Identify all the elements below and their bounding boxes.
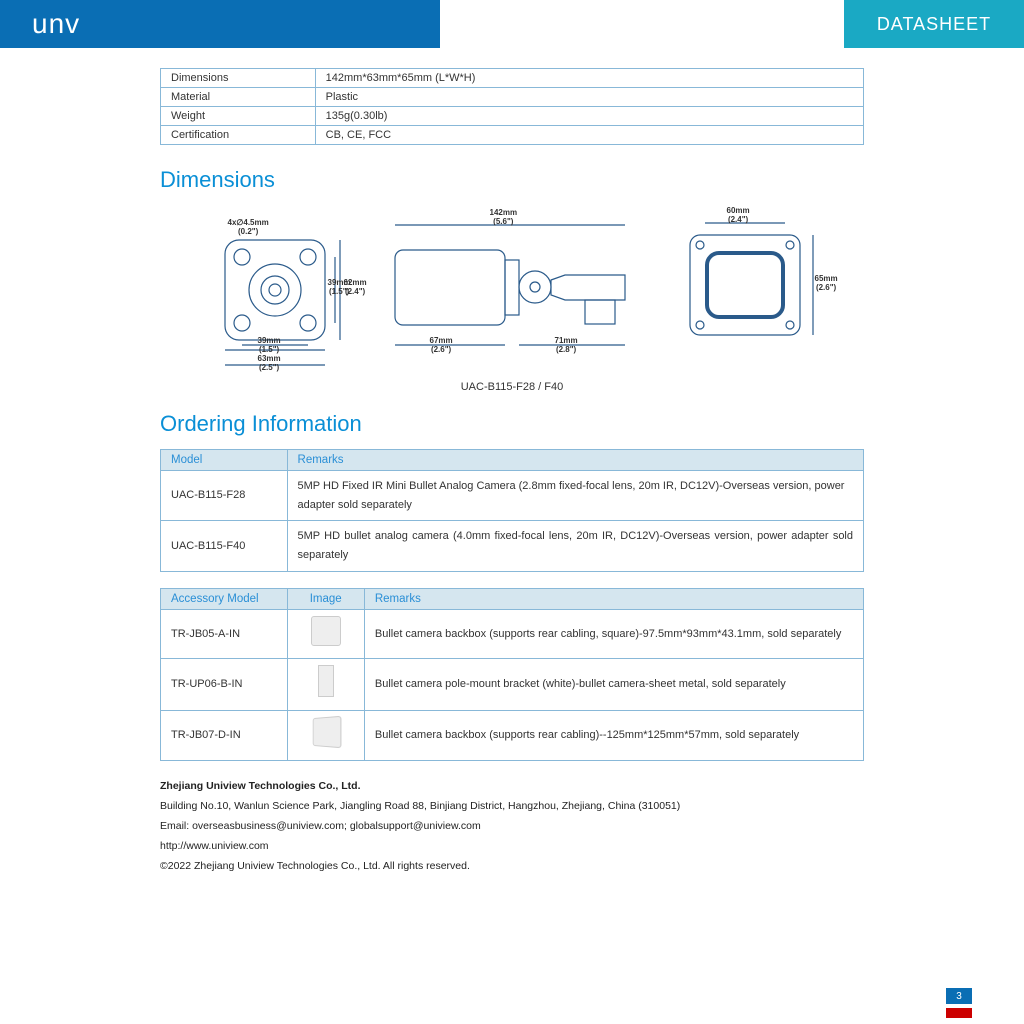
dim-label: 63mm (2.5") (258, 355, 281, 373)
table-row: TR-JB07-D-IN Bullet camera backbox (supp… (161, 711, 864, 761)
cell-model: UAC-B115-F40 (161, 521, 288, 571)
header-brand-bar: unv (0, 0, 440, 48)
page-header: unv DATASHEET (0, 0, 1024, 48)
cell-model: TR-JB05-A-IN (161, 609, 288, 659)
table-row: UAC-B115-F405MP HD bullet analog camera … (161, 521, 864, 571)
cell-remarks: Bullet camera pole-mount bracket (white)… (364, 659, 863, 711)
table-row: TR-UP06-B-IN Bullet camera pole-mount br… (161, 659, 864, 711)
header-spacer (440, 0, 844, 48)
red-accent-tab (946, 1008, 972, 1018)
th-image: Image (287, 588, 364, 609)
brand-logo: unv (32, 8, 80, 40)
dim-label: 4x∅4.5mm (0.2") (228, 219, 269, 237)
table-row: UAC-B115-F285MP HD Fixed IR Mini Bullet … (161, 471, 864, 521)
company-address: Building No.10, Wanlun Science Park, Jia… (160, 797, 864, 817)
ordering-heading: Ordering Information (160, 411, 864, 437)
cell-model: TR-UP06-B-IN (161, 659, 288, 711)
spec-key: Certification (161, 126, 316, 145)
th-model: Model (161, 450, 288, 471)
th-remarks: Remarks (287, 450, 863, 471)
spec-value: 135g(0.30lb) (315, 107, 863, 126)
accessory-table: Accessory Model Image Remarks TR-JB05-A-… (160, 588, 864, 761)
spec-key: Dimensions (161, 69, 316, 88)
dim-label: 39mm (1.5") (258, 337, 281, 355)
datasheet-title: DATASHEET (877, 14, 991, 35)
footer-block: Zhejiang Uniview Technologies Co., Ltd. … (160, 777, 864, 877)
cell-image (287, 609, 364, 659)
cell-model: TR-JB07-D-IN (161, 711, 288, 761)
product-model-label: UAC-B115-F28 / F40 (160, 381, 864, 393)
cell-remarks: Bullet camera backbox (supports rear cab… (364, 711, 863, 761)
spec-key: Material (161, 88, 316, 107)
dimensions-heading: Dimensions (160, 167, 864, 193)
cell-remarks: 5MP HD Fixed IR Mini Bullet Analog Camer… (287, 471, 863, 521)
spec-value: Plastic (315, 88, 863, 107)
dim-label: 60mm (2.4") (727, 207, 750, 225)
header-title-bar: DATASHEET (844, 0, 1024, 48)
cell-model: UAC-B115-F28 (161, 471, 288, 521)
backbox-icon (312, 716, 341, 749)
table-header-row: Accessory Model Image Remarks (161, 588, 864, 609)
dim-label: 65mm (2.6") (815, 275, 838, 293)
dimension-diagrams: 4x∅4.5mm (0.2") 39mm (1.5") 62mm (2.4") … (160, 205, 864, 375)
th-remarks: Remarks (364, 588, 863, 609)
dim-label: 62mm (2.4") (344, 279, 367, 297)
side-view-diagram: 142mm (5.6") 67mm (2.6") 71mm (2.8") (375, 205, 645, 375)
dim-label: 142mm (5.6") (490, 209, 518, 227)
cell-remarks: Bullet camera backbox (supports rear cab… (364, 609, 863, 659)
table-row: MaterialPlastic (161, 88, 864, 107)
copyright-text: ©2022 Zhejiang Uniview Technologies Co.,… (160, 857, 864, 877)
front-view-diagram: 4x∅4.5mm (0.2") 39mm (1.5") 62mm (2.4") … (190, 205, 355, 375)
spec-value: CB, CE, FCC (315, 126, 863, 145)
backbox-square-icon (311, 616, 341, 646)
cell-image (287, 711, 364, 761)
table-row: Dimensions142mm*63mm*65mm (L*W*H) (161, 69, 864, 88)
company-url: http://www.uniview.com (160, 837, 864, 857)
th-accessory-model: Accessory Model (161, 588, 288, 609)
cell-remarks: 5MP HD bullet analog camera (4.0mm fixed… (287, 521, 863, 571)
table-row: Weight135g(0.30lb) (161, 107, 864, 126)
table-header-row: Model Remarks (161, 450, 864, 471)
spec-value: 142mm*63mm*65mm (L*W*H) (315, 69, 863, 88)
pole-mount-icon (318, 665, 334, 697)
table-row: TR-JB05-A-IN Bullet camera backbox (supp… (161, 609, 864, 659)
ordering-table: Model Remarks UAC-B115-F285MP HD Fixed I… (160, 449, 864, 572)
page-number-badge: 3 (946, 988, 972, 1004)
cell-image (287, 659, 364, 711)
company-name: Zhejiang Uniview Technologies Co., Ltd. (160, 777, 864, 797)
spec-table: Dimensions142mm*63mm*65mm (L*W*H) Materi… (160, 68, 864, 145)
rear-view-diagram: 60mm (2.4") 65mm (2.6") (665, 205, 835, 375)
table-row: CertificationCB, CE, FCC (161, 126, 864, 145)
dim-label: 67mm (2.6") (430, 337, 453, 355)
dim-label: 71mm (2.8") (555, 337, 578, 355)
page-content: Dimensions142mm*63mm*65mm (L*W*H) Materi… (0, 48, 1024, 877)
spec-key: Weight (161, 107, 316, 126)
company-email: Email: overseasbusiness@uniview.com; glo… (160, 817, 864, 837)
